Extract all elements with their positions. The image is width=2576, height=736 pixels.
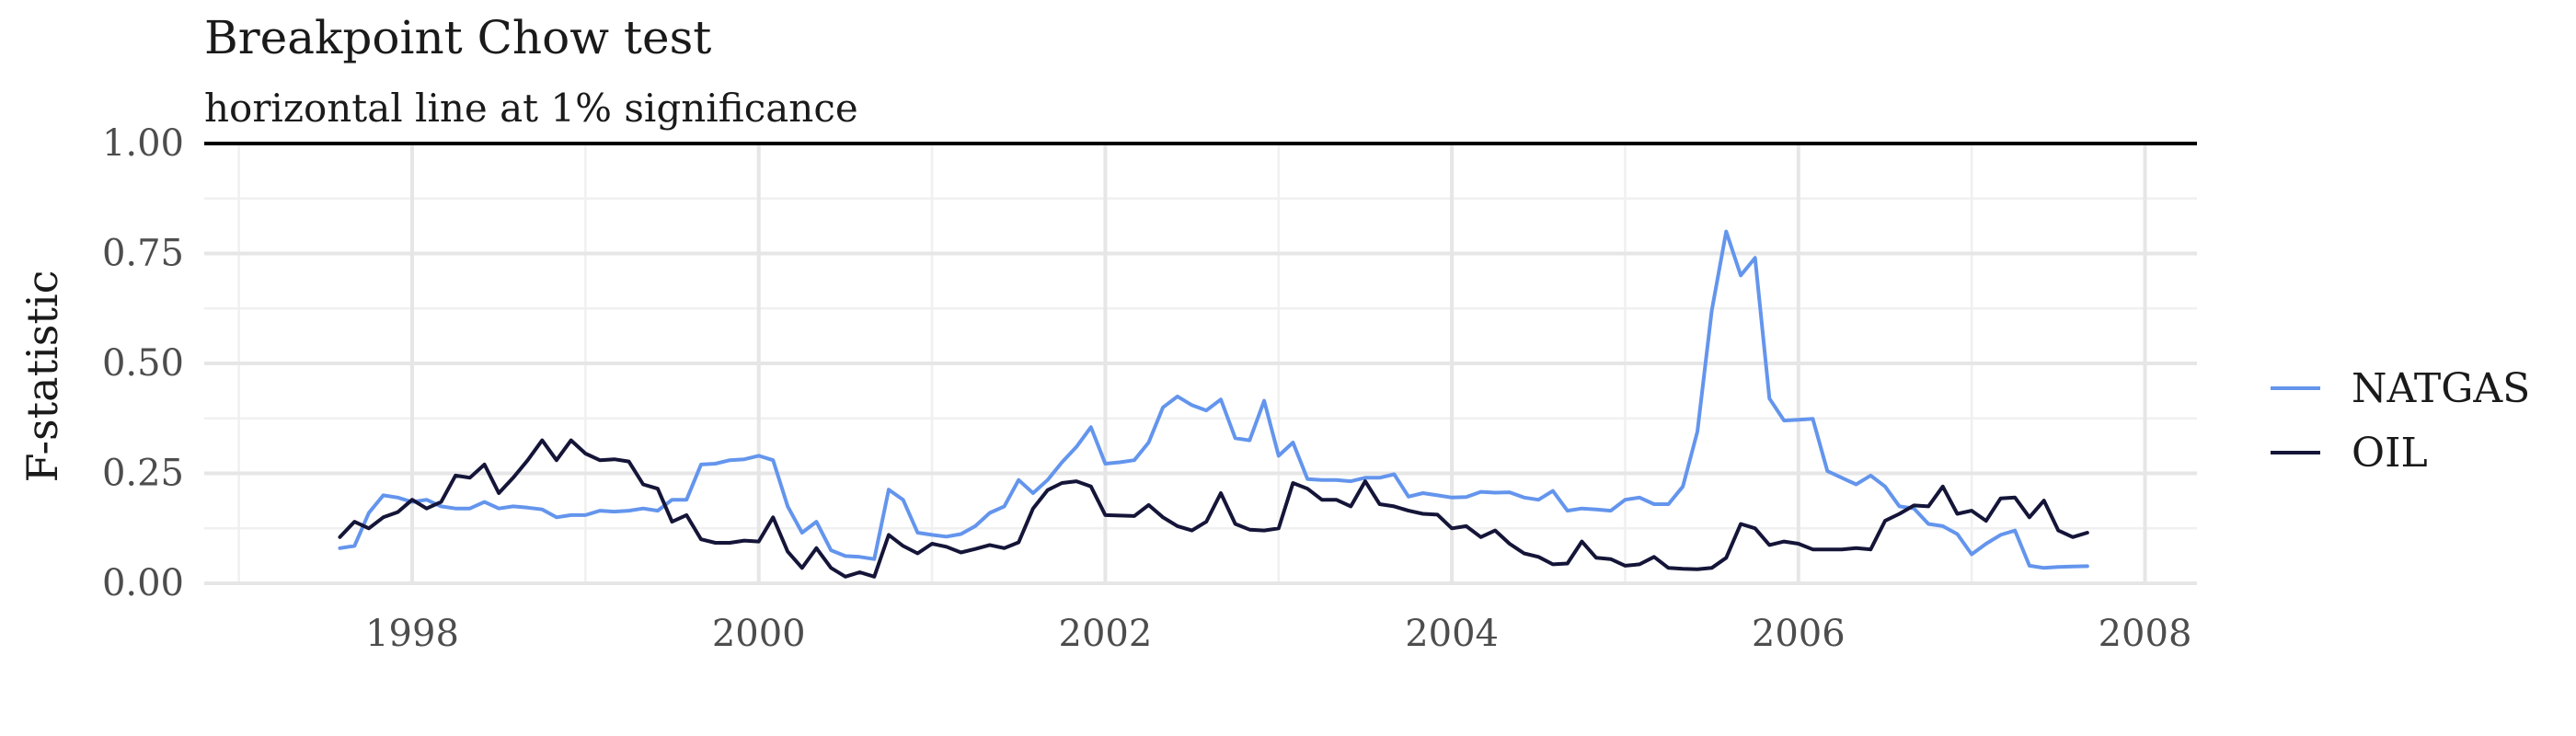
y-tick-label: 0.50 [102,342,184,385]
y-tick-label: 1.00 [102,122,184,165]
x-tick-label: 2004 [1405,613,1499,655]
x-tick-label: 2002 [1059,613,1153,655]
y-axis-label: F-statistic [17,270,67,483]
y-tick-label: 0.25 [102,453,184,495]
series-line-natgas [338,229,2089,570]
y-axis-ticks: 0.00 0.25 0.50 0.75 1.00 [102,122,184,604]
x-tick-label: 2008 [2099,613,2192,655]
legend-label-oil: OIL [2352,430,2428,477]
series-line-oil [338,438,2089,579]
x-tick-label: 1998 [365,613,459,655]
y-tick-label: 0.00 [102,562,184,604]
y-tick-label: 0.75 [102,233,184,275]
series-layer [338,229,2089,579]
chart-subtitle: horizontal line at 1% significance [204,86,858,131]
x-tick-label: 2006 [1752,613,1846,655]
x-axis-ticks: 1998 2000 2002 2004 2006 2008 [365,613,2191,655]
x-tick-label: 2000 [712,613,806,655]
chart-title: Breakpoint Chow test [204,11,711,64]
legend: NATGAS OIL [2271,365,2530,477]
grid [204,142,2197,585]
legend-label-natgas: NATGAS [2352,365,2530,412]
